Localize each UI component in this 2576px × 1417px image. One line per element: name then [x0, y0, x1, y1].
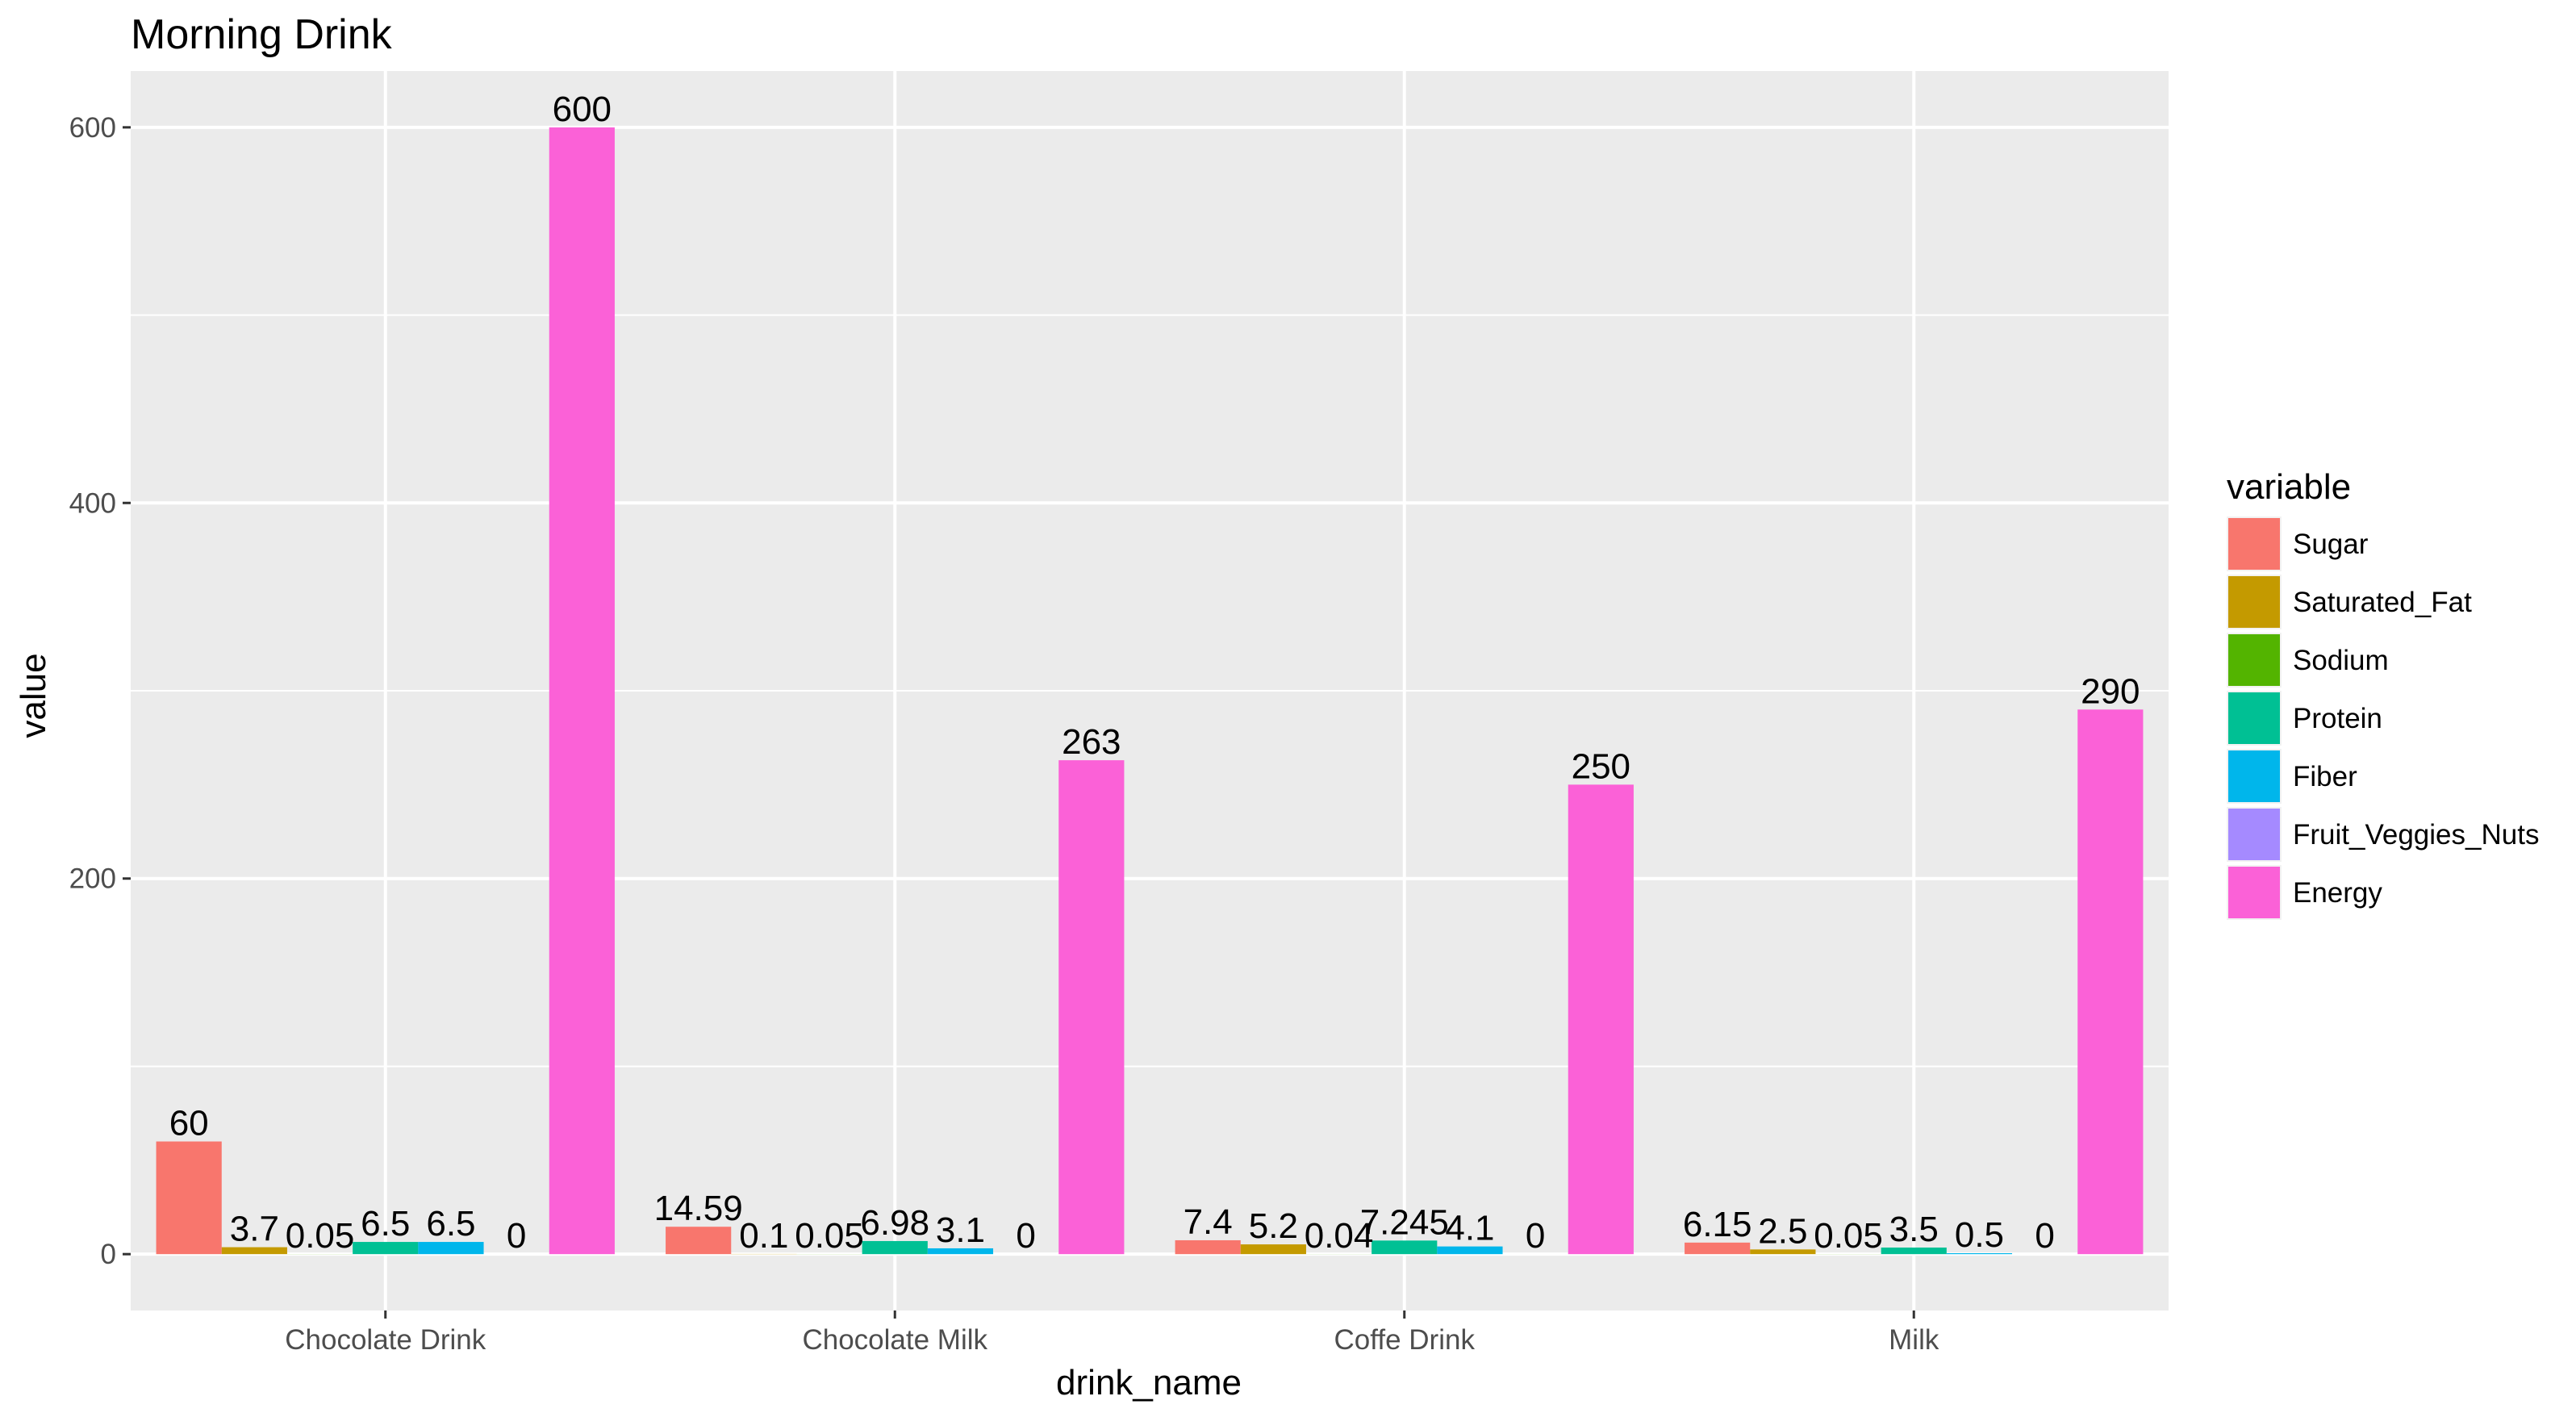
data-label: 0.05	[286, 1216, 355, 1256]
x-tick-label: Milk	[1889, 1324, 1939, 1356]
data-label: 6.98	[860, 1203, 929, 1243]
data-label: 4.1	[1445, 1209, 1494, 1248]
bar	[156, 1141, 222, 1255]
chart-title: Morning Drink	[131, 11, 393, 58]
data-label: 0.05	[1814, 1216, 1883, 1256]
data-label: 3.7	[230, 1210, 279, 1249]
bar	[221, 1247, 287, 1255]
data-label: 5.2	[1249, 1206, 1298, 1246]
legend-swatch	[2228, 867, 2280, 918]
data-label: 250	[1572, 746, 1630, 786]
data-label: 60	[169, 1104, 209, 1143]
legend-swatch	[2228, 809, 2280, 860]
data-label: 600	[553, 90, 612, 129]
bar	[1568, 784, 1634, 1255]
legend-swatch	[2228, 634, 2280, 686]
legend-label: Energy	[2293, 877, 2382, 909]
x-tick-label: Chocolate Drink	[285, 1324, 486, 1356]
data-label: 0.05	[795, 1216, 864, 1256]
legend-label: Saturated_Fat	[2293, 587, 2472, 618]
bar	[2077, 709, 2144, 1255]
legend-label: Sodium	[2293, 645, 2389, 676]
data-label: 6.15	[1683, 1205, 1752, 1244]
data-label: 0.1	[739, 1216, 788, 1256]
data-label: 2.5	[1758, 1211, 1807, 1251]
bar	[1372, 1240, 1438, 1255]
data-label: 290	[2081, 671, 2140, 711]
legend-label: Fruit_Veggies_Nuts	[2293, 819, 2539, 851]
data-label: 7.4	[1184, 1202, 1233, 1242]
legend-title: variable	[2227, 467, 2351, 507]
bar	[666, 1227, 732, 1255]
data-label: 0.04	[1305, 1216, 1374, 1256]
y-axis-title: value	[14, 653, 53, 738]
data-label: 3.5	[1889, 1210, 1939, 1249]
bar	[1437, 1246, 1503, 1255]
data-label: 0	[507, 1216, 526, 1256]
data-label: 7.245	[1360, 1202, 1449, 1242]
y-tick-label: 400	[69, 487, 116, 519]
data-label: 14.59	[654, 1189, 743, 1228]
legend-swatch	[2228, 518, 2280, 570]
bar	[1750, 1249, 1816, 1255]
legend-label: Fiber	[2293, 761, 2357, 792]
bar	[1946, 1253, 2013, 1255]
y-tick-label: 200	[69, 863, 116, 895]
bar	[927, 1248, 994, 1255]
bar	[549, 127, 615, 1255]
bar	[1058, 760, 1125, 1255]
bar	[862, 1240, 928, 1255]
data-label: 3.1	[936, 1210, 985, 1250]
y-tick-label: 0	[101, 1239, 116, 1270]
legend-label: Protein	[2293, 703, 2382, 734]
bar	[1240, 1244, 1306, 1255]
data-label: 0	[1526, 1216, 1545, 1256]
bar	[1175, 1239, 1241, 1255]
y-tick-label: 600	[69, 112, 116, 144]
legend-swatch	[2228, 750, 2280, 802]
data-label: 0.5	[1955, 1215, 2004, 1255]
data-label: 6.5	[361, 1204, 410, 1244]
x-tick-label: Chocolate Milk	[802, 1324, 987, 1356]
bar	[353, 1242, 419, 1255]
bar	[1685, 1242, 1751, 1255]
x-tick-label: Coffe Drink	[1334, 1324, 1476, 1356]
legend-swatch	[2228, 692, 2280, 744]
legend-swatch	[2228, 576, 2280, 628]
legend-label: Sugar	[2293, 529, 2369, 560]
bar	[1881, 1248, 1947, 1255]
x-axis-title: drink_name	[1056, 1363, 1242, 1402]
data-label: 0	[1016, 1216, 1035, 1256]
bar	[418, 1242, 484, 1255]
data-label: 6.5	[426, 1204, 475, 1244]
data-label: 263	[1062, 722, 1121, 762]
data-label: 0	[2035, 1216, 2054, 1256]
